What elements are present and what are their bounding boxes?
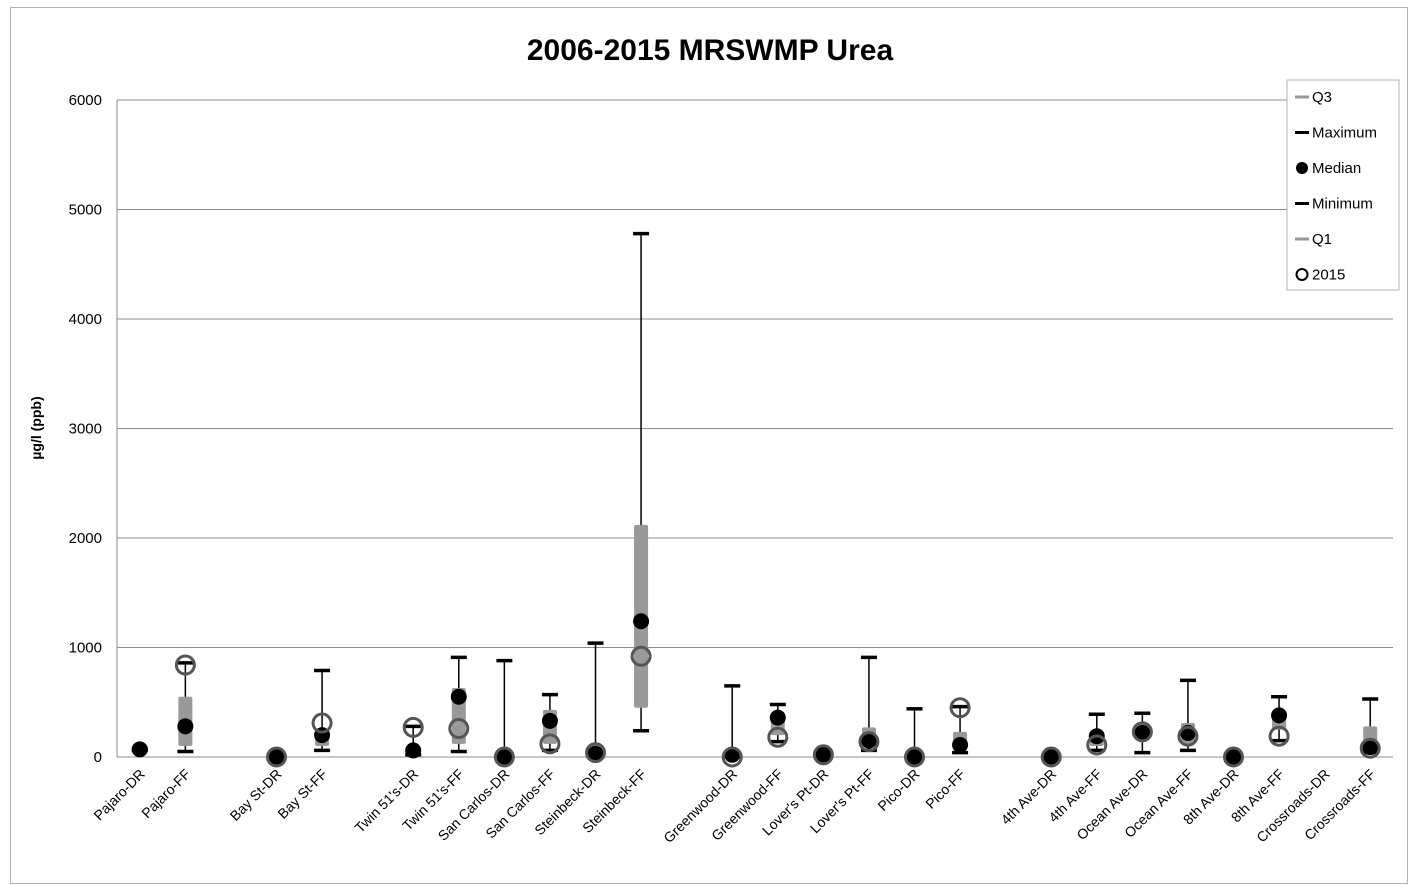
y-axis-label: µg/l (ppb) [28, 396, 44, 459]
x-tick-label: Bay St-DR [227, 766, 285, 824]
box-greenwood-ff [767, 702, 789, 748]
marker-2015 [767, 726, 789, 748]
chart-frame [10, 7, 1408, 884]
box-crossroads-ff [1359, 697, 1381, 759]
box-greenwood-dr [721, 684, 743, 768]
box-ocean-ave-ff [1177, 678, 1199, 753]
y-tick-labels: 0 1000 2000 3000 4000 5000 6000 [69, 92, 102, 766]
x-tick-label: Pajaro-FF [138, 766, 193, 821]
legend-label-maximum: Maximum [1312, 125, 1377, 142]
x-tick-label: Bay St-FF [274, 766, 330, 822]
box-san-carlos-ff [539, 692, 561, 755]
y-tick-4000: 4000 [69, 311, 102, 328]
box-pajaro-dr [131, 741, 148, 758]
box-lover-s-pt-ff [858, 655, 880, 753]
box-bay-st-dr [266, 746, 287, 768]
median-marker [587, 745, 604, 762]
median-marker [1134, 724, 1151, 741]
marker-2015 [539, 733, 561, 755]
marker-2015 [174, 654, 196, 676]
marker-2015 [493, 746, 515, 768]
marker-2015 [1040, 746, 1062, 768]
legend-swatch-median [1296, 162, 1308, 174]
box-pajaro-ff [174, 654, 196, 754]
box-pico-dr [904, 707, 925, 768]
legend-label-minimum: Minimum [1312, 196, 1373, 213]
box-4th-ave-dr [1040, 746, 1062, 768]
median-marker [906, 749, 923, 765]
marker-2015 [1086, 734, 1108, 756]
marker-2015 [1177, 725, 1199, 747]
x-tick-label: Pico-FF [922, 766, 968, 812]
median-marker [769, 709, 786, 726]
median-marker [131, 741, 148, 758]
marker-2015 [1268, 725, 1290, 747]
y-tick-2000: 2000 [69, 530, 102, 547]
y-tick-6000: 6000 [69, 92, 102, 109]
marker-2015 [311, 712, 333, 734]
box-steinbeck-ff [630, 231, 652, 733]
box-twin-51-s-dr [402, 716, 424, 759]
gridlines [117, 99, 1393, 758]
marker-2015 [1223, 746, 1244, 768]
y-tick-1000: 1000 [69, 640, 102, 657]
boxes [131, 231, 1381, 768]
chart-title: 2006-2015 MRSWMP Urea [527, 34, 894, 67]
median-marker [450, 688, 467, 705]
legend: Q3 Maximum Median Minimum Q1 2015 [1286, 79, 1400, 291]
marker-2015 [448, 718, 470, 740]
median-marker [496, 749, 513, 765]
median-marker [1225, 749, 1242, 765]
box-san-carlos-dr [493, 658, 515, 768]
marker-2015 [630, 645, 652, 667]
median-marker [177, 718, 194, 735]
x-tick-label: Pajaro-DR [90, 766, 148, 824]
median-marker [541, 712, 558, 729]
legend-swatch-2015 [1295, 268, 1309, 281]
median-marker [860, 732, 877, 749]
y-tick-0: 0 [94, 749, 102, 766]
box-pico-ff [949, 697, 971, 755]
y-tick-3000: 3000 [69, 421, 102, 438]
y-tick-5000: 5000 [69, 202, 102, 219]
x-tick-label: Pico-DR [874, 766, 922, 814]
median-marker [633, 613, 650, 630]
legend-label-2015: 2015 [1312, 267, 1345, 284]
median-marker [1362, 739, 1379, 756]
marker-2015 [585, 742, 606, 764]
marker-2015 [402, 716, 424, 738]
box-8th-ave-dr [1223, 746, 1244, 768]
marker-2015 [858, 731, 880, 753]
median-marker [724, 746, 741, 763]
legend-label-q1: Q1 [1312, 231, 1332, 248]
median-marker [405, 742, 422, 759]
median-marker [1043, 749, 1060, 765]
box-4th-ave-ff [1086, 712, 1108, 756]
legend-box [1286, 79, 1400, 291]
box-lover-s-pt-dr [812, 744, 834, 766]
box-ocean-ave-dr [1131, 711, 1153, 755]
box-bay-st-ff [311, 668, 333, 753]
median-marker [268, 749, 285, 765]
legend-label-q3: Q3 [1312, 89, 1332, 106]
marker-2015 [949, 697, 971, 719]
marker-2015 [904, 746, 925, 768]
marker-2015 [266, 746, 287, 768]
marker-2015 [1131, 721, 1153, 743]
marker-2015 [812, 744, 834, 766]
marker-2015 [1359, 737, 1381, 759]
legend-label-median: Median [1312, 160, 1361, 177]
box-8th-ave-ff [1268, 695, 1290, 747]
marker-2015 [721, 746, 743, 768]
median-marker [952, 736, 969, 753]
box-twin-51-s-ff [448, 655, 470, 754]
median-marker [1271, 707, 1288, 724]
box-steinbeck-dr [585, 641, 606, 764]
median-marker [815, 746, 832, 763]
axes [116, 100, 1393, 758]
